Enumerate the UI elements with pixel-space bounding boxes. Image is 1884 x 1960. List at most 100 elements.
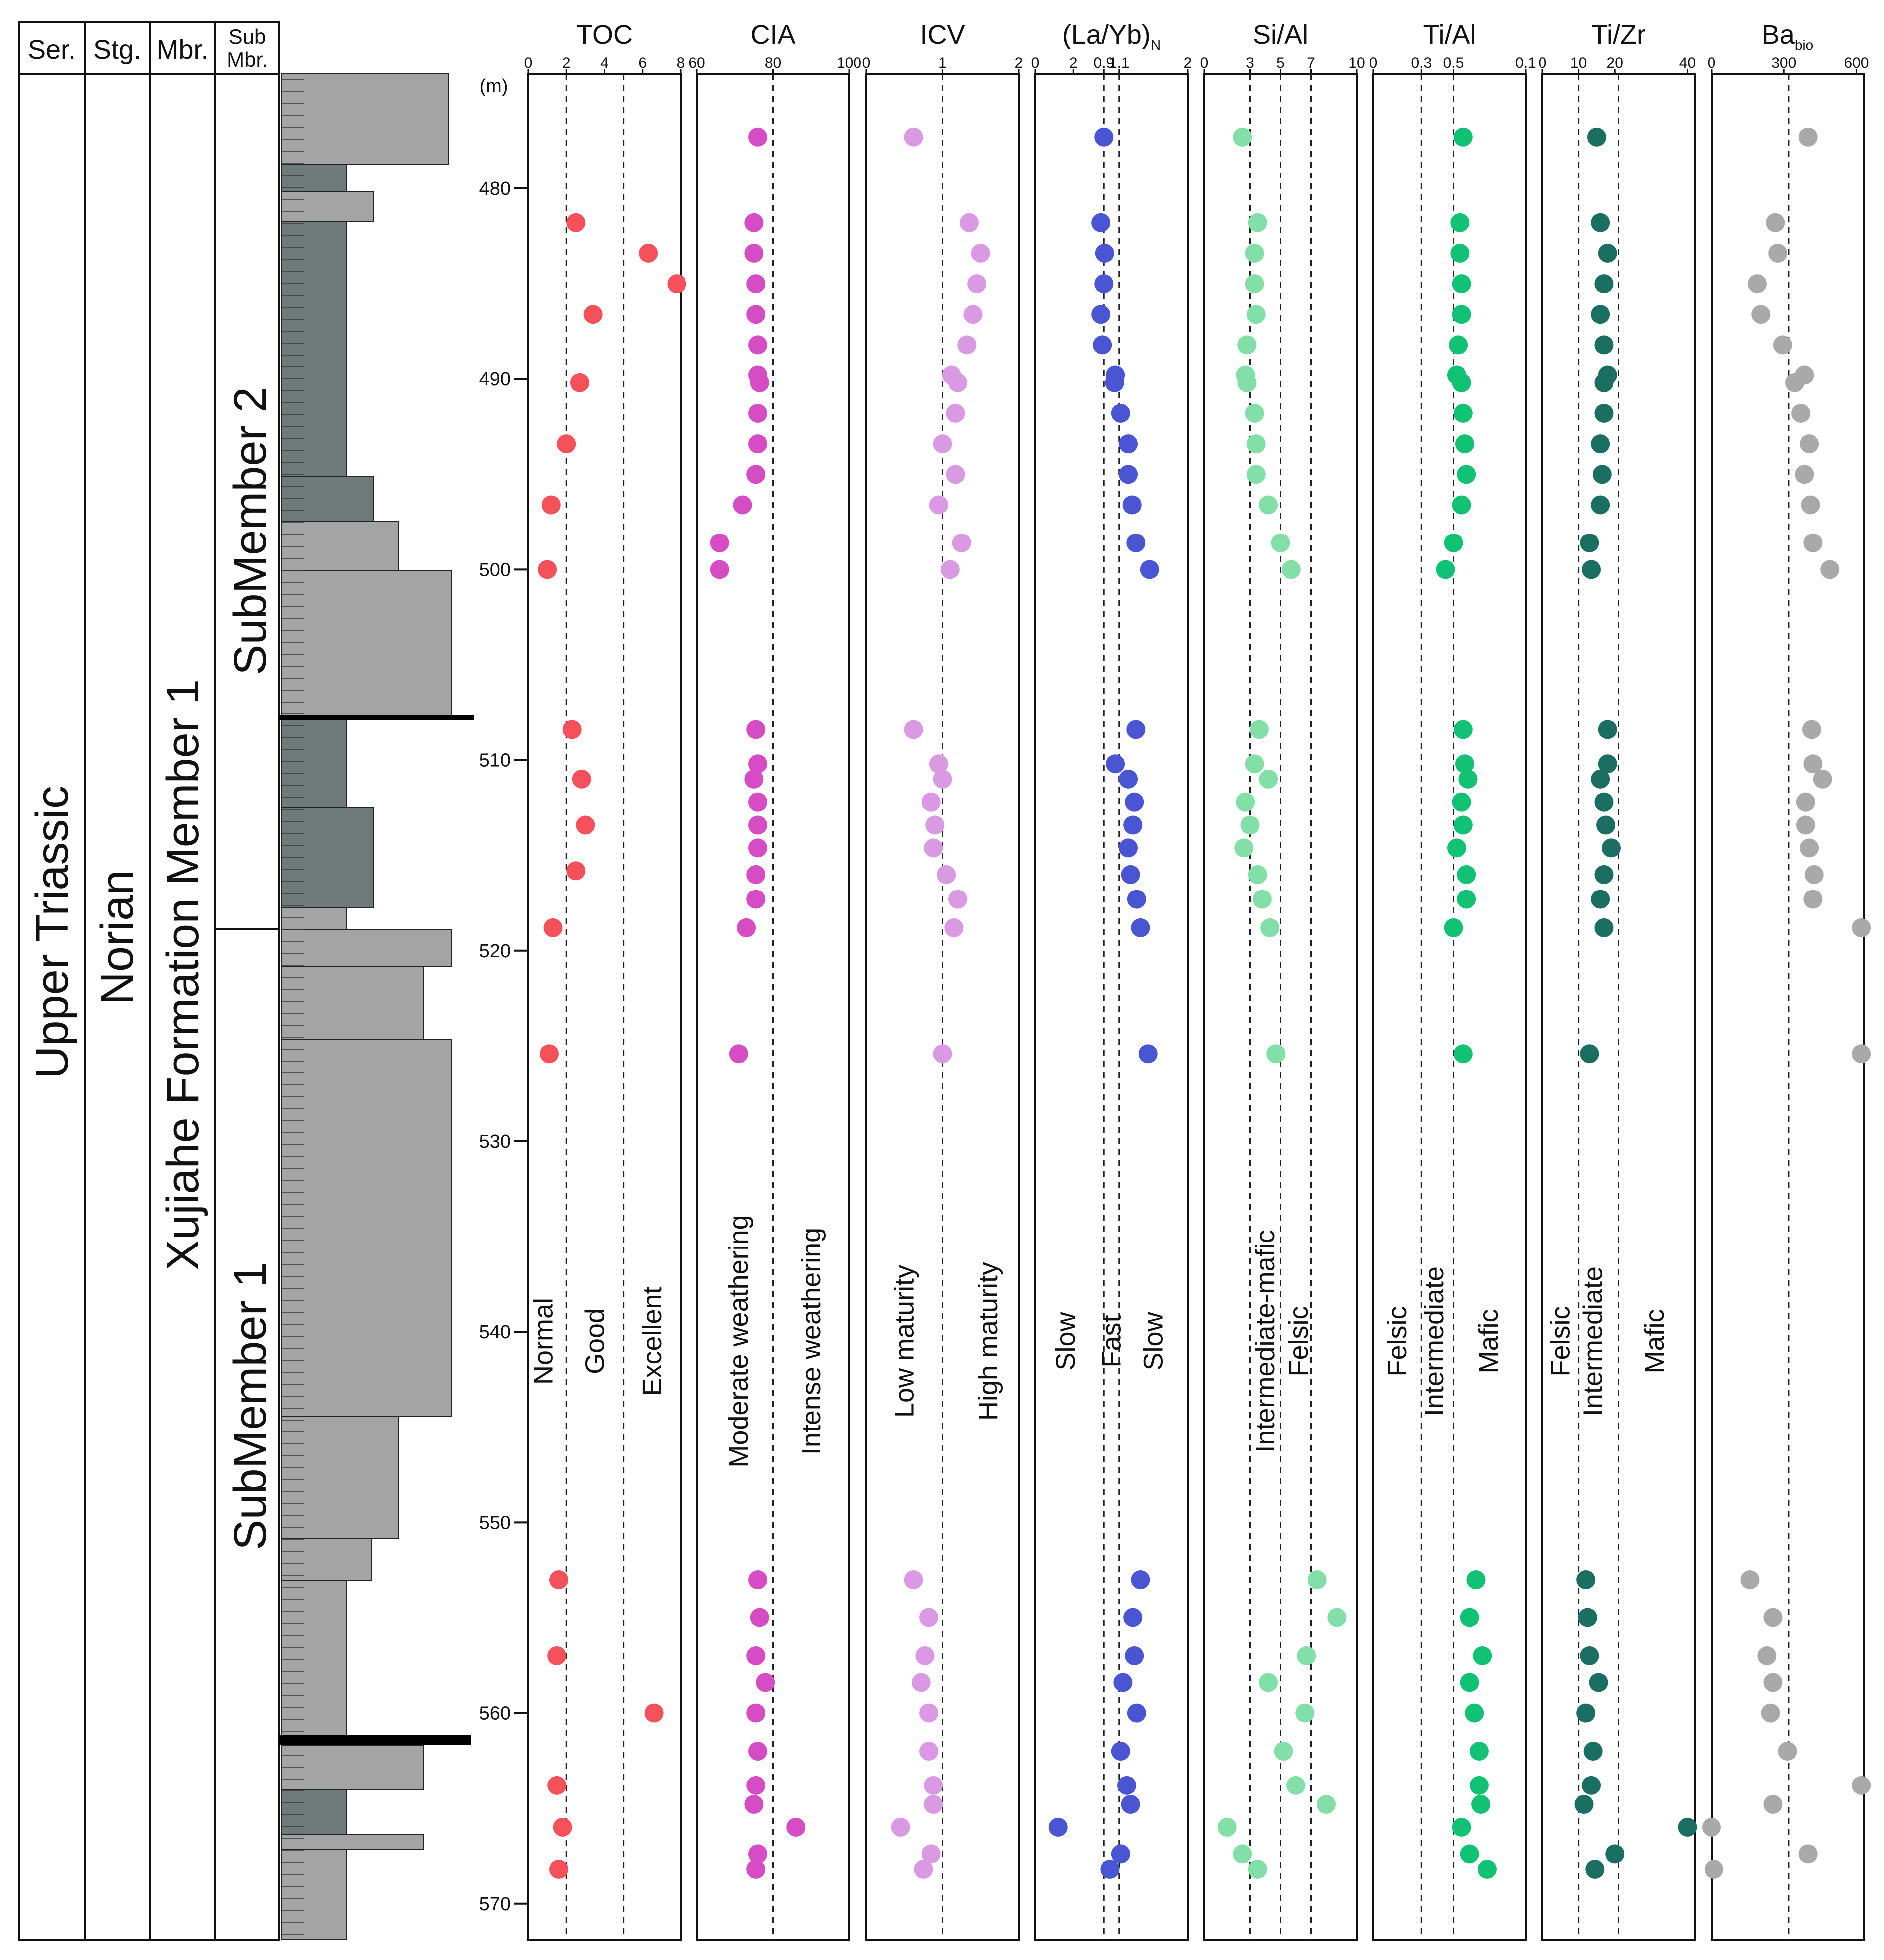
data-point	[1453, 1044, 1473, 1064]
panel-4: Si/Al 0 3 5 7 10 Intermediate-mafic Felsic	[1200, 20, 1365, 1941]
data-point	[1119, 769, 1138, 789]
panel-title-subscript: bio	[1795, 37, 1813, 53]
data-point	[1449, 335, 1468, 355]
zone-label: Mafic	[1640, 1309, 1670, 1373]
data-point	[957, 335, 977, 355]
data-point	[1747, 274, 1767, 294]
zone-label: Normal	[529, 1298, 559, 1385]
x-tick-label: 0.3	[1411, 55, 1432, 71]
data-point	[572, 769, 591, 789]
data-point	[1601, 838, 1621, 858]
data-point	[904, 720, 923, 739]
data-point	[566, 213, 586, 232]
data-point	[1131, 1570, 1150, 1590]
data-point	[644, 1703, 664, 1723]
data-point	[1460, 1608, 1479, 1627]
data-point	[1766, 213, 1785, 232]
data-point	[547, 1646, 567, 1665]
data-point	[915, 1646, 935, 1665]
data-point	[543, 918, 563, 937]
panel-1: CIA 60 80 100 Moderate weathering Intense wea…	[688, 20, 861, 1941]
data-point	[1125, 1646, 1144, 1665]
data-point	[1594, 274, 1614, 294]
depth-tick-label: 530	[479, 1131, 511, 1152]
data-point	[919, 1608, 939, 1627]
data-point	[1591, 305, 1610, 324]
data-point	[1598, 720, 1617, 739]
data-point	[1126, 533, 1146, 552]
data-point	[748, 1570, 767, 1590]
data-point	[1119, 465, 1138, 484]
zone-label: Slow	[1051, 1311, 1081, 1370]
data-point	[1453, 815, 1473, 835]
x-tick-label: 0.1	[1515, 55, 1536, 71]
panel-title: Ti/Zr	[1591, 20, 1646, 50]
litho-sandstone-bed	[281, 966, 424, 1040]
data-point	[1791, 403, 1811, 423]
submember-2-label: SubMember 2	[225, 387, 276, 675]
depth-tick-label: 480	[479, 178, 511, 199]
data-point	[1798, 127, 1818, 147]
litho-sandstone-bed	[281, 570, 452, 718]
data-point	[1580, 1044, 1599, 1064]
x-tick-label: 20	[1607, 55, 1623, 71]
panel-title: (La/Yb)N	[1062, 20, 1161, 53]
data-point	[1455, 754, 1474, 774]
data-point	[967, 274, 987, 294]
data-point	[744, 213, 764, 232]
data-point	[921, 1844, 941, 1864]
data-point	[1217, 1817, 1237, 1837]
litho-siltstone-bed	[281, 1580, 347, 1736]
data-point	[948, 890, 967, 909]
x-tick-label: 7	[1307, 55, 1315, 71]
data-point	[549, 1570, 568, 1590]
panel-frame	[1034, 73, 1189, 1941]
depth-tick-label: 540	[479, 1322, 511, 1343]
data-point	[1281, 560, 1301, 579]
data-point	[748, 434, 767, 454]
data-point	[1127, 1703, 1146, 1723]
data-point	[1307, 1570, 1327, 1590]
data-point	[748, 1844, 767, 1864]
data-point	[952, 533, 971, 552]
data-point	[557, 434, 576, 454]
data-point	[1297, 1646, 1316, 1665]
data-point	[940, 560, 960, 579]
zone-label: Intense weathering	[796, 1228, 826, 1455]
submember-1-label: SubMember 1	[225, 1262, 276, 1550]
litho-siltstone-bed	[281, 1538, 372, 1581]
x-tick-label: 0	[862, 55, 871, 71]
data-point	[1580, 533, 1599, 552]
data-point	[1245, 403, 1264, 423]
data-point	[1457, 465, 1476, 484]
data-point	[748, 335, 767, 355]
litho-mudstone-bed	[281, 1789, 347, 1835]
litho-siltstone-bed	[281, 1849, 347, 1940]
data-point	[1452, 495, 1471, 515]
data-point	[959, 213, 979, 232]
data-point	[729, 1044, 748, 1064]
header-member: Mbr.	[156, 35, 208, 65]
data-point	[1763, 1608, 1783, 1627]
data-point	[933, 434, 952, 454]
data-point	[1447, 838, 1466, 858]
x-tick-label: 0	[1200, 55, 1209, 71]
data-point	[929, 495, 948, 515]
data-point	[1583, 1742, 1603, 1761]
x-tick-label: 600	[1844, 55, 1869, 71]
litho-mudstone-bed	[281, 221, 347, 477]
litho-siltstone-bed	[281, 191, 374, 222]
zone-label: Moderate weathering	[724, 1215, 754, 1467]
data-point	[1245, 274, 1264, 294]
data-point	[1796, 792, 1815, 812]
data-point	[1117, 1776, 1136, 1795]
data-point	[1091, 213, 1111, 232]
data-point	[1317, 1795, 1336, 1814]
zone-label: High maturity	[973, 1262, 1003, 1421]
zone-label: Felsic	[1284, 1306, 1314, 1376]
data-point	[1094, 274, 1114, 294]
data-point	[746, 890, 766, 909]
data-point	[1852, 1044, 1871, 1064]
depth-tick-label: 550	[479, 1512, 511, 1533]
data-point	[1123, 1608, 1143, 1627]
